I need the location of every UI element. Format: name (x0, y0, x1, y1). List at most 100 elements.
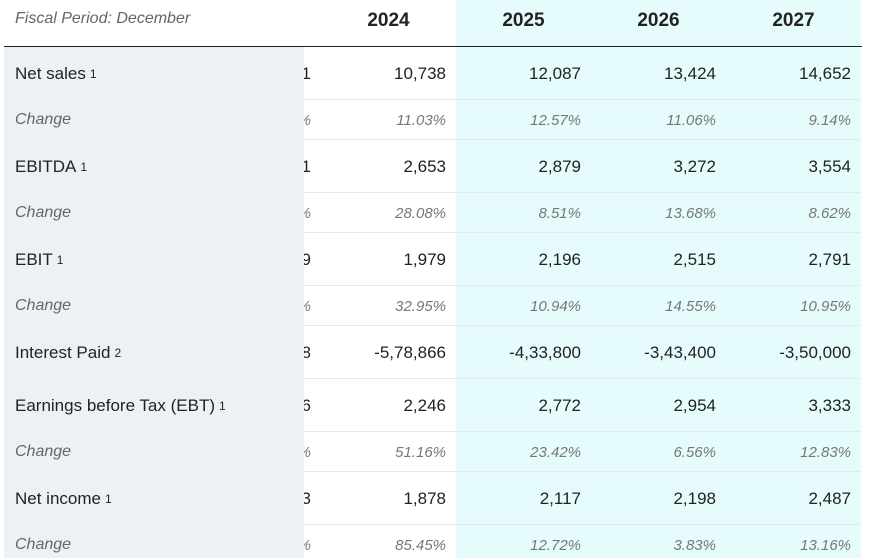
row-label: Change (4, 525, 304, 558)
value-cell: 2,653 (403, 156, 446, 176)
value-cell: 14,652 (799, 63, 851, 83)
year-header: 2024 (367, 10, 410, 31)
row: 8 -5,78,866 -4,33,800 -3,43,400 -3,50,000 (0, 326, 870, 379)
row-label: Change (4, 193, 304, 233)
value-cell: 10.94% (530, 297, 581, 315)
row-divider (304, 285, 861, 286)
value-cell: 23.42% (530, 443, 581, 461)
row-label-text: Net sales (15, 63, 86, 83)
row: % 28.08% 8.51% 13.68% 8.62% (0, 193, 870, 233)
value-cell: 2,198 (673, 488, 716, 508)
value-cell: 32.95% (395, 297, 446, 315)
value-cell: 2,515 (673, 249, 716, 269)
row-label: Interest Paid 2 (4, 326, 304, 379)
value-cell: -3,50,000 (779, 342, 851, 362)
value-cell: 2,772 (538, 395, 581, 415)
value-cell: 2,791 (808, 249, 851, 269)
row: 1 10,738 12,087 13,424 14,652 (0, 47, 870, 100)
row-divider (304, 378, 861, 379)
value-cell: 13.68% (665, 204, 716, 222)
year-header: 2026 (637, 10, 680, 31)
value-cell: 51.16% (395, 443, 446, 461)
value-cell: 13,424 (664, 63, 716, 83)
row: % 85.45% 12.72% 3.83% 13.16% (0, 525, 870, 558)
row-label: EBITDA 1 (4, 140, 304, 193)
value-cell: 13.16% (800, 536, 851, 554)
row-label: EBIT 1 (4, 233, 304, 286)
row-divider (304, 431, 861, 432)
value-cell: 28.08% (395, 204, 446, 222)
row-label-text: Change (15, 443, 72, 460)
value-cell: 10.95% (800, 297, 851, 315)
row-label: Change (4, 286, 304, 326)
footnote-ref: 1 (80, 159, 88, 174)
value-cell: 9.14% (808, 111, 851, 129)
row-label: Earnings before Tax (EBT) 1 (4, 379, 304, 432)
row-label-text: Change (15, 204, 72, 221)
row-divider (304, 192, 861, 193)
row-label-text: Change (15, 297, 72, 314)
row-divider (304, 471, 861, 472)
row-divider (304, 325, 861, 326)
value-cell: 3,554 (808, 156, 851, 176)
row-label-text: Interest Paid (15, 342, 111, 362)
clipped-value: 1 (301, 63, 311, 83)
value-cell: 10,738 (394, 63, 446, 83)
footnote-ref: 2 (114, 345, 122, 360)
value-cell: -4,33,800 (509, 342, 581, 362)
row-label-text: Net income (15, 488, 101, 508)
clipped-value: 1 (301, 156, 311, 176)
row-divider (304, 99, 861, 100)
value-cell: 2,117 (539, 488, 581, 508)
value-cell: 2,879 (538, 156, 581, 176)
row-divider (304, 232, 861, 233)
row: % 32.95% 10.94% 14.55% 10.95% (0, 286, 870, 326)
row: 3 1,878 2,117 2,198 2,487 (0, 472, 870, 525)
value-cell: 3,333 (808, 395, 851, 415)
footnote-ref: 1 (89, 66, 97, 81)
row-divider (304, 139, 861, 140)
row-label: Change (4, 100, 304, 140)
clipped-value: 3 (301, 488, 311, 508)
row-label-text: EBIT (15, 249, 53, 269)
value-cell: 2,196 (538, 249, 581, 269)
value-cell: 2,246 (403, 395, 446, 415)
clipped-value: 8 (301, 342, 311, 362)
value-cell: 85.45% (395, 536, 446, 554)
row: 1 2,653 2,879 3,272 3,554 (0, 140, 870, 193)
row-label-text: Earnings before Tax (EBT) (15, 395, 215, 415)
clipped-value: 6 (301, 395, 311, 415)
value-cell: 14.55% (665, 297, 716, 315)
header-rule (4, 46, 862, 47)
value-cell: 8.62% (808, 204, 851, 222)
row-label-text: Change (15, 536, 72, 553)
value-cell: -5,78,866 (374, 342, 446, 362)
footnote-ref: 1 (104, 491, 112, 506)
value-cell: 8.51% (538, 204, 581, 222)
row-label: Net sales 1 (4, 47, 304, 100)
row-label: Net income 1 (4, 472, 304, 525)
value-cell: 2,954 (673, 395, 716, 415)
period-label: Fiscal Period: December (15, 10, 191, 27)
footnote-ref: 1 (219, 398, 226, 413)
forecast-shade (456, 0, 861, 558)
value-cell: 11.03% (396, 111, 446, 129)
value-cell: 2,487 (808, 488, 851, 508)
row: % 51.16% 23.42% 6.56% 12.83% (0, 432, 870, 472)
row: 6 2,246 2,772 2,954 3,333 (0, 379, 870, 432)
value-cell: 3,272 (673, 156, 716, 176)
value-cell: 12.57% (530, 111, 581, 129)
value-cell: 6.56% (673, 443, 716, 461)
value-cell: 11.06% (666, 111, 716, 129)
row-label-text: EBITDA (15, 156, 77, 176)
value-cell: 1,979 (403, 249, 446, 269)
value-cell: 12.72% (530, 536, 581, 554)
value-cell: -3,43,400 (644, 342, 716, 362)
row-label-text: Change (15, 111, 72, 128)
year-header: 2027 (772, 10, 815, 31)
row-divider (304, 524, 861, 525)
value-cell: 12.83% (800, 443, 851, 461)
year-header: 2025 (502, 10, 545, 31)
footnote-ref: 1 (56, 252, 64, 267)
